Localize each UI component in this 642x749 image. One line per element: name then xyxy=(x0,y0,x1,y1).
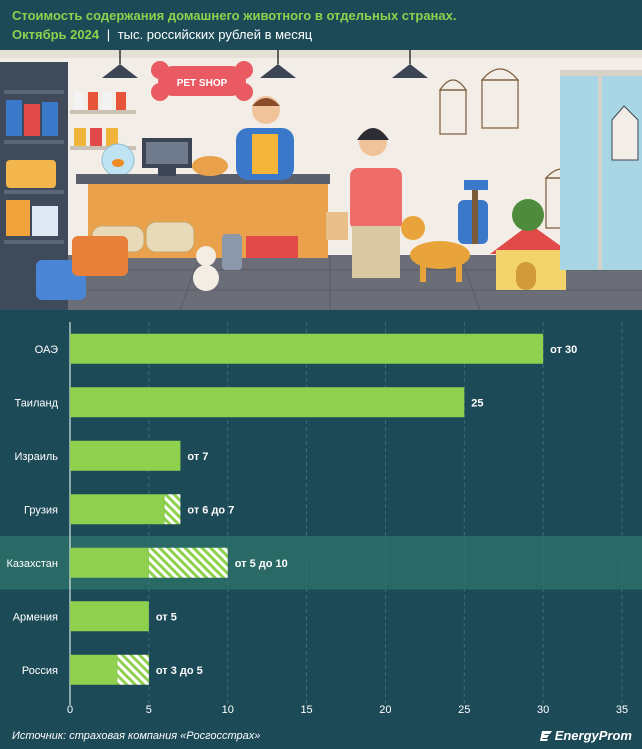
bar xyxy=(70,440,181,471)
energyprom-logo-icon xyxy=(539,731,552,741)
category-label: Израиль xyxy=(15,451,59,463)
chart-date: Октябрь 2024 xyxy=(12,27,100,42)
bar xyxy=(70,601,149,632)
bar xyxy=(70,494,165,525)
data-label: 25 xyxy=(471,397,483,409)
brand-name: EnergyProm xyxy=(554,728,632,743)
bar xyxy=(70,333,544,364)
bar-range xyxy=(117,654,149,685)
data-label: от 5 xyxy=(156,611,177,623)
chart-title: Стоимость содержания домашнего животного… xyxy=(12,8,457,23)
data-label: от 5 до 10 xyxy=(235,558,288,570)
x-tick-label: 35 xyxy=(616,704,628,716)
source-note: Источник: страховая компания «Росгосстра… xyxy=(12,730,261,742)
x-tick-label: 25 xyxy=(458,704,470,716)
bar xyxy=(70,547,149,578)
pet-shop-illustration: PET SHOP xyxy=(0,50,642,310)
data-label: от 7 xyxy=(187,451,208,463)
bar xyxy=(70,387,465,418)
category-label: Россия xyxy=(22,665,58,677)
bar xyxy=(70,654,118,685)
chart-unit: тыс. российских рублей в месяц xyxy=(117,27,313,42)
data-label: от 6 до 7 xyxy=(187,504,234,516)
category-label: Грузия xyxy=(24,504,58,516)
category-label: Армения xyxy=(13,611,58,623)
x-tick-label: 20 xyxy=(379,704,391,716)
bar-range xyxy=(148,547,228,578)
x-tick-label: 30 xyxy=(537,704,549,716)
category-label: Таиланд xyxy=(14,397,58,409)
x-tick-label: 0 xyxy=(67,704,73,716)
category-label: Казахстан xyxy=(6,558,58,570)
bar-range xyxy=(164,494,181,525)
chart-header: Стоимость содержания домашнего животного… xyxy=(0,0,642,50)
x-tick-label: 5 xyxy=(146,704,152,716)
pet-shop-sign-text: PET SHOP xyxy=(177,78,228,89)
subtitle-separator: | xyxy=(106,27,111,42)
x-tick-label: 15 xyxy=(300,704,312,716)
chart-subtitle: Октябрь 2024 | тыс. российских рублей в … xyxy=(12,27,312,42)
data-label: от 30 xyxy=(550,344,577,356)
data-label: от 3 до 5 xyxy=(156,665,203,677)
x-tick-label: 10 xyxy=(222,704,234,716)
category-label: ОАЭ xyxy=(35,344,58,356)
brand-logo: EnergyProm xyxy=(539,728,632,743)
